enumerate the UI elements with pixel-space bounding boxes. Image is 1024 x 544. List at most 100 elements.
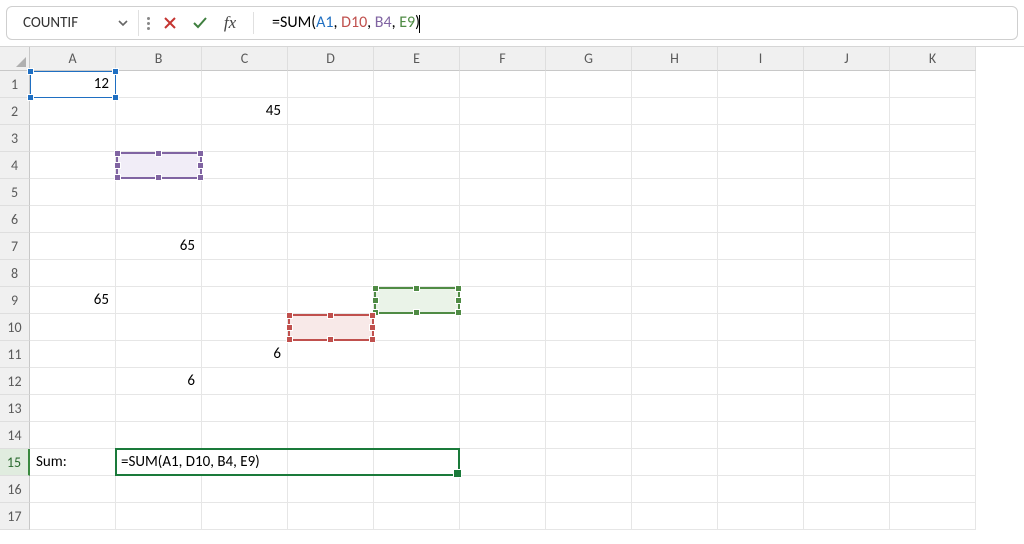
cell[interactable] xyxy=(890,71,976,98)
row-header[interactable]: 11 xyxy=(0,341,30,368)
cell[interactable] xyxy=(288,422,374,449)
cell[interactable] xyxy=(632,341,718,368)
cell[interactable] xyxy=(718,476,804,503)
cell[interactable] xyxy=(374,422,460,449)
cell[interactable] xyxy=(288,449,374,476)
cell[interactable] xyxy=(202,368,288,395)
cell[interactable] xyxy=(374,71,460,98)
cell[interactable] xyxy=(718,125,804,152)
cell[interactable] xyxy=(374,476,460,503)
cell[interactable] xyxy=(632,476,718,503)
cell[interactable] xyxy=(804,395,890,422)
cell[interactable] xyxy=(890,287,976,314)
cell[interactable] xyxy=(116,206,202,233)
spreadsheet-grid[interactable]: ABCDEFGHIJK11224534675676589656510611612… xyxy=(0,46,1024,530)
cell[interactable] xyxy=(632,503,718,530)
cell[interactable] xyxy=(30,125,116,152)
row-header[interactable]: 9 xyxy=(0,287,30,314)
cell[interactable] xyxy=(460,287,546,314)
column-header[interactable]: G xyxy=(546,47,632,71)
cell[interactable] xyxy=(460,341,546,368)
cell[interactable] xyxy=(202,503,288,530)
row-header[interactable]: 1 xyxy=(0,71,30,98)
cell[interactable] xyxy=(374,368,460,395)
cell[interactable] xyxy=(30,503,116,530)
cell[interactable] xyxy=(460,449,546,476)
cell[interactable] xyxy=(890,341,976,368)
cell[interactable] xyxy=(460,233,546,260)
cell[interactable] xyxy=(546,503,632,530)
column-header[interactable]: I xyxy=(718,47,804,71)
cell[interactable] xyxy=(116,71,202,98)
cell[interactable] xyxy=(718,287,804,314)
name-box-dropdown-icon[interactable] xyxy=(114,14,132,32)
cell[interactable] xyxy=(718,71,804,98)
cell[interactable] xyxy=(460,71,546,98)
cell[interactable] xyxy=(288,206,374,233)
cell[interactable] xyxy=(288,368,374,395)
cell[interactable] xyxy=(30,395,116,422)
cell[interactable] xyxy=(804,314,890,341)
cell[interactable] xyxy=(30,341,116,368)
cell[interactable] xyxy=(374,449,460,476)
cell[interactable] xyxy=(546,314,632,341)
column-header[interactable]: A xyxy=(30,47,116,71)
cell[interactable] xyxy=(288,233,374,260)
cell[interactable] xyxy=(546,125,632,152)
cell[interactable] xyxy=(804,341,890,368)
column-header[interactable]: H xyxy=(632,47,718,71)
cell[interactable] xyxy=(30,422,116,449)
column-header[interactable]: B xyxy=(116,47,202,71)
cell[interactable] xyxy=(460,125,546,152)
cell[interactable] xyxy=(632,179,718,206)
cell[interactable] xyxy=(116,125,202,152)
cell[interactable] xyxy=(718,449,804,476)
cell[interactable] xyxy=(804,98,890,125)
cell[interactable] xyxy=(718,98,804,125)
cell[interactable] xyxy=(890,206,976,233)
cell[interactable] xyxy=(890,422,976,449)
cell[interactable] xyxy=(718,233,804,260)
cell[interactable] xyxy=(374,503,460,530)
cell[interactable] xyxy=(890,152,976,179)
row-header[interactable]: 3 xyxy=(0,125,30,152)
cell[interactable] xyxy=(116,395,202,422)
cell[interactable] xyxy=(288,341,374,368)
cell[interactable] xyxy=(804,368,890,395)
cell[interactable] xyxy=(632,287,718,314)
cell[interactable] xyxy=(202,395,288,422)
cell[interactable] xyxy=(288,179,374,206)
cell[interactable] xyxy=(202,314,288,341)
cell[interactable] xyxy=(804,287,890,314)
row-header[interactable]: 12 xyxy=(0,368,30,395)
cell[interactable] xyxy=(546,206,632,233)
formula-input[interactable]: =SUM(A1, D10, B4, E9) xyxy=(264,11,1011,34)
cell[interactable] xyxy=(546,98,632,125)
cell[interactable] xyxy=(374,152,460,179)
cell[interactable] xyxy=(116,476,202,503)
cell[interactable] xyxy=(632,449,718,476)
row-header[interactable]: 17 xyxy=(0,503,30,530)
cell[interactable] xyxy=(374,98,460,125)
cell[interactable] xyxy=(374,395,460,422)
cell[interactable]: 6 xyxy=(288,314,374,341)
cell[interactable] xyxy=(202,287,288,314)
cell[interactable] xyxy=(890,476,976,503)
cell[interactable] xyxy=(116,179,202,206)
cell[interactable] xyxy=(632,98,718,125)
cell[interactable] xyxy=(718,341,804,368)
cell[interactable]: Sum: xyxy=(30,449,116,476)
cell[interactable] xyxy=(374,314,460,341)
cell[interactable] xyxy=(546,341,632,368)
cell[interactable] xyxy=(890,449,976,476)
cell[interactable]: 12 xyxy=(30,71,116,98)
row-header[interactable]: 8 xyxy=(0,260,30,287)
cell[interactable] xyxy=(30,152,116,179)
cell[interactable] xyxy=(890,98,976,125)
cell[interactable] xyxy=(288,395,374,422)
cell[interactable] xyxy=(116,341,202,368)
cell[interactable] xyxy=(30,314,116,341)
cell[interactable] xyxy=(890,395,976,422)
cell[interactable] xyxy=(30,368,116,395)
cell[interactable] xyxy=(374,260,460,287)
